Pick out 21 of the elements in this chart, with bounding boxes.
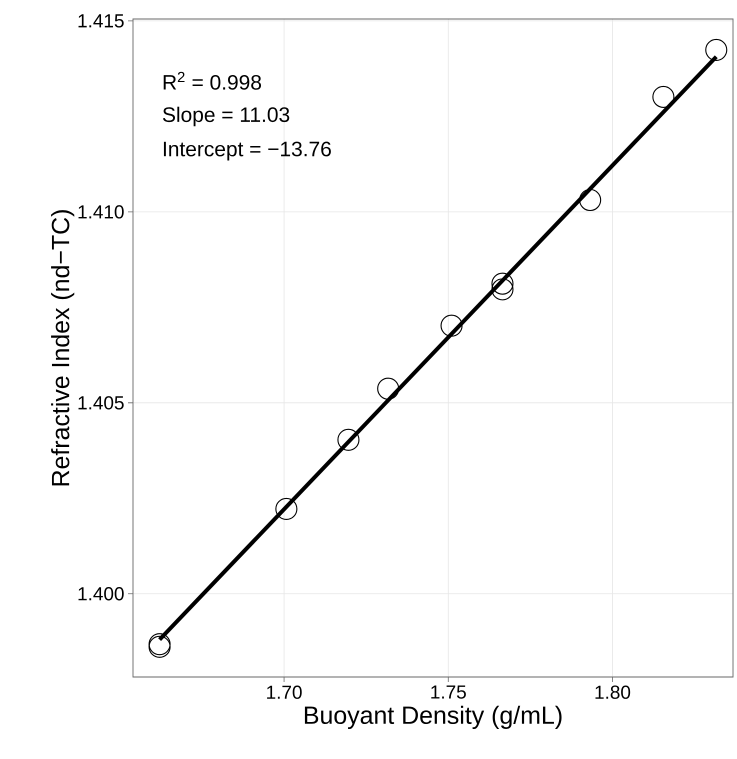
point xyxy=(652,86,674,108)
point xyxy=(579,188,602,212)
x-tick-label: 1.80 xyxy=(595,686,630,699)
annotation: Intercept = −13.76 xyxy=(164,142,331,161)
point xyxy=(440,314,463,337)
point xyxy=(337,428,360,451)
annotation: Slope = 11.03 xyxy=(162,106,290,126)
y-tick-label: 1.410 xyxy=(78,205,124,219)
x-tick-label: 1.75 xyxy=(431,686,466,699)
y-tick-label: 1.400 xyxy=(78,587,124,600)
x-axis-title: Buoyant Density (g/mL) xyxy=(304,706,562,729)
point xyxy=(377,378,400,400)
x-tick-label: 1.70 xyxy=(267,686,302,699)
point xyxy=(275,498,298,520)
y-tick-label: 1.405 xyxy=(78,396,124,410)
point xyxy=(491,278,514,300)
point xyxy=(491,272,514,295)
point xyxy=(705,38,728,61)
y-axis-title: Refractive Index (nd−TC) xyxy=(51,210,74,486)
y-tick-label: 1.415 xyxy=(78,14,124,28)
annotation: R$^{2}$ = 0.998 xyxy=(164,72,262,90)
